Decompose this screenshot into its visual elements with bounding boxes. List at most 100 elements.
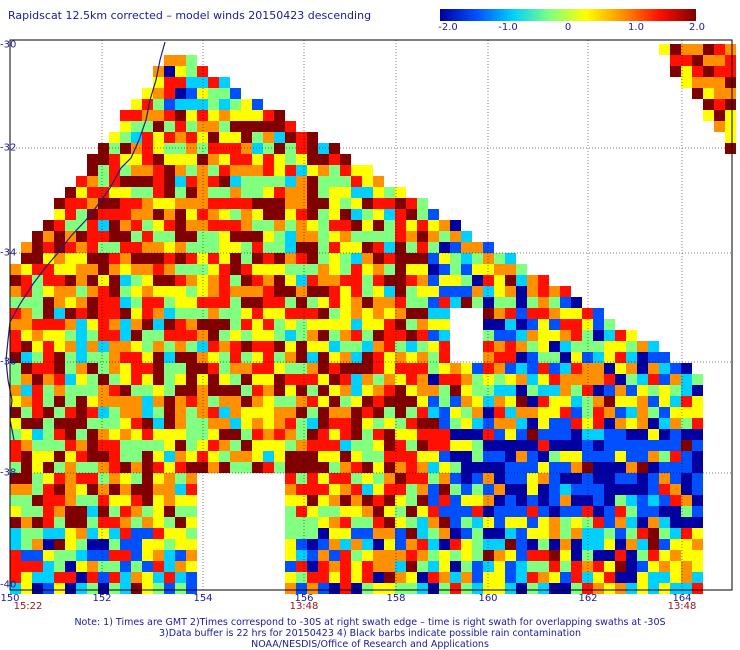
wind-cell — [21, 308, 32, 319]
wind-cell — [329, 517, 340, 528]
wind-cell — [164, 495, 175, 506]
wind-cell — [98, 187, 109, 198]
wind-cell — [252, 407, 263, 418]
wind-cell — [120, 220, 131, 231]
wind-cell — [252, 121, 263, 132]
wind-cell — [120, 407, 131, 418]
wind-cell — [604, 330, 615, 341]
wind-cell — [230, 253, 241, 264]
wind-cell — [43, 330, 54, 341]
wind-cell — [472, 253, 483, 264]
wind-cell — [197, 154, 208, 165]
wind-cell — [98, 143, 109, 154]
wind-cell — [76, 385, 87, 396]
wind-cell — [98, 165, 109, 176]
wind-cell — [384, 198, 395, 209]
wind-cell — [626, 484, 637, 495]
wind-cell — [131, 473, 142, 484]
wind-cell — [648, 517, 659, 528]
wind-cell — [230, 121, 241, 132]
wind-cell — [516, 440, 527, 451]
wind-cell — [109, 275, 120, 286]
wind-cell — [681, 517, 692, 528]
wind-cell — [648, 451, 659, 462]
wind-cell — [681, 484, 692, 495]
wind-cell — [274, 242, 285, 253]
wind-cell — [318, 330, 329, 341]
wind-cell — [285, 484, 296, 495]
wind-cell — [395, 550, 406, 561]
wind-cell — [318, 264, 329, 275]
wind-cell — [384, 418, 395, 429]
wind-cell — [230, 462, 241, 473]
wind-cell — [329, 275, 340, 286]
wind-cell — [54, 572, 65, 583]
wind-cell — [98, 198, 109, 209]
wind-cell — [65, 396, 76, 407]
wind-cell — [417, 220, 428, 231]
wind-cell — [219, 429, 230, 440]
wind-cell — [98, 308, 109, 319]
wind-cell — [54, 209, 65, 220]
wind-cell — [241, 352, 252, 363]
wind-cell — [505, 396, 516, 407]
wind-cell — [120, 473, 131, 484]
wind-cell — [21, 352, 32, 363]
wind-cell — [604, 429, 615, 440]
wind-cell — [263, 429, 274, 440]
wind-cell — [351, 572, 362, 583]
wind-cell — [274, 462, 285, 473]
wind-cell — [263, 209, 274, 220]
wind-cell — [373, 198, 384, 209]
wind-cell — [450, 440, 461, 451]
wind-cell — [120, 550, 131, 561]
wind-cell — [54, 473, 65, 484]
wind-cell — [241, 99, 252, 110]
wind-cell — [681, 583, 692, 594]
wind-cell — [582, 517, 593, 528]
wind-cell — [571, 451, 582, 462]
wind-cell — [659, 506, 670, 517]
wind-cell — [538, 297, 549, 308]
wind-cell — [351, 528, 362, 539]
wind-cell — [296, 484, 307, 495]
wind-cell — [395, 495, 406, 506]
wind-cell — [175, 187, 186, 198]
wind-cell — [472, 583, 483, 594]
wind-cell — [131, 440, 142, 451]
wind-cell — [21, 572, 32, 583]
wind-cell — [461, 418, 472, 429]
wind-cell — [263, 143, 274, 154]
wind-cell — [494, 363, 505, 374]
wind-cell — [186, 99, 197, 110]
wind-cell — [175, 429, 186, 440]
wind-cell — [219, 154, 230, 165]
wind-cell — [637, 484, 648, 495]
wind-cell — [175, 220, 186, 231]
wind-cell — [142, 220, 153, 231]
wind-cell — [549, 550, 560, 561]
wind-cell — [274, 275, 285, 286]
wind-cell — [538, 308, 549, 319]
wind-cell — [395, 374, 406, 385]
wind-cell — [527, 407, 538, 418]
wind-cell — [582, 396, 593, 407]
wind-cell — [296, 132, 307, 143]
wind-cell — [285, 561, 296, 572]
wind-cell — [175, 506, 186, 517]
wind-cell — [472, 528, 483, 539]
wind-cell — [659, 440, 670, 451]
wind-cell — [428, 220, 439, 231]
wind-cell — [263, 440, 274, 451]
wind-cell — [549, 539, 560, 550]
wind-cell — [406, 473, 417, 484]
wind-cell — [164, 363, 175, 374]
wind-cell — [604, 572, 615, 583]
wind-cell — [626, 583, 637, 594]
wind-cell — [65, 440, 76, 451]
wind-cell — [21, 528, 32, 539]
wind-cell — [175, 209, 186, 220]
wind-cell — [219, 308, 230, 319]
wind-cell — [340, 176, 351, 187]
wind-cell — [406, 550, 417, 561]
